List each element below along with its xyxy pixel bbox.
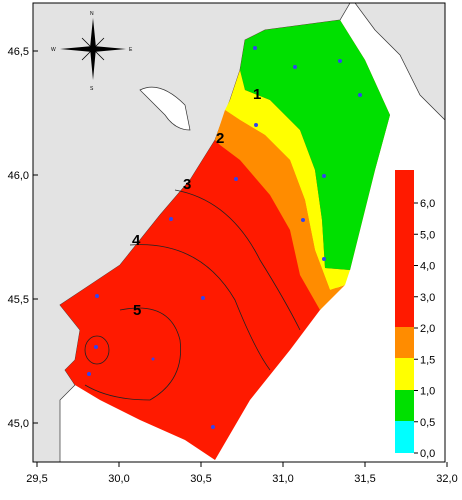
colorbar-segment [395, 170, 414, 327]
station [94, 345, 98, 349]
station [322, 174, 326, 178]
colorbar-label: 1,0 [420, 386, 435, 398]
x-tick-label: 31,5 [354, 473, 375, 485]
lagoon [139, 86, 191, 131]
zone-orange [215, 110, 345, 310]
compass-label: E [129, 47, 133, 53]
station [293, 65, 297, 69]
colorbar-label: 6,0 [420, 198, 435, 210]
colorbar-segment [395, 358, 414, 390]
colorbar-segment [395, 421, 414, 453]
y-tick-label: 45,0 [8, 418, 29, 430]
station [95, 294, 99, 298]
x-tick-label: 32,0 [436, 473, 457, 485]
station [151, 357, 155, 361]
y-tick-label: 46,0 [8, 170, 29, 182]
station [253, 46, 257, 50]
contour-label: 4 [132, 232, 141, 249]
y-tick-label: 46,5 [8, 46, 29, 58]
x-tick-label: 31,0 [272, 473, 293, 485]
station [254, 123, 258, 127]
contour-label: 3 [183, 176, 191, 193]
station [338, 59, 342, 63]
contour-label: 5 [133, 302, 141, 319]
station [358, 93, 362, 97]
station [234, 177, 238, 181]
zone-green [240, 20, 390, 270]
colorbar-label: 3,0 [420, 292, 435, 304]
colorbar-label: 0,0 [420, 448, 435, 460]
station [87, 372, 91, 376]
station [201, 296, 205, 300]
colorbar-segment [395, 327, 414, 358]
colorbar-label: 0,5 [420, 417, 435, 429]
compass-label: N [90, 11, 94, 17]
contour-line [84, 335, 110, 365]
y-tick-label: 45,5 [8, 294, 29, 306]
contour-line [84, 307, 182, 401]
contour-label: 1 [253, 86, 261, 103]
colorbar-segment [395, 390, 414, 421]
contour-line [129, 244, 271, 371]
colorbar-label: 1,5 [420, 354, 435, 366]
x-tick-label: 30,5 [190, 473, 211, 485]
compass-label: W [51, 47, 56, 53]
x-tick-label: 30,0 [108, 473, 129, 485]
colorbar-label: 2,0 [420, 323, 435, 335]
station [211, 425, 215, 429]
colorbar-label: 4,0 [420, 261, 435, 273]
colorbar [395, 170, 414, 453]
contour-label: 2 [216, 130, 224, 147]
compass-label: S [90, 86, 94, 92]
station [169, 217, 173, 221]
station [301, 218, 305, 222]
compass: N S W E [51, 11, 133, 92]
colorbar-label: 5,0 [420, 229, 435, 241]
stations [87, 46, 362, 429]
axis-ticks: 29,5 30,0 30,5 31,0 31,5 32,046,546,045,545,0… [8, 46, 458, 485]
plot-frame [32, 2, 446, 463]
station [322, 257, 326, 261]
compass-diagonal [81, 37, 105, 61]
contour-line [174, 189, 301, 331]
x-tick-label: 29,5 [26, 473, 47, 485]
